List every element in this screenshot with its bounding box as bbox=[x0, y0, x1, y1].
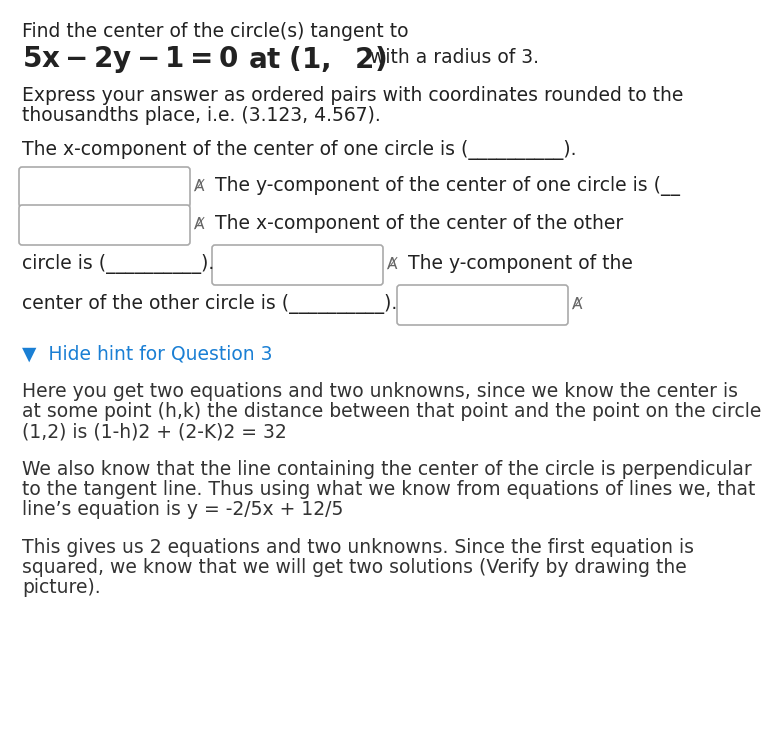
Text: A̸: A̸ bbox=[573, 296, 584, 311]
Text: The y-component of the center of one circle is (__: The y-component of the center of one cir… bbox=[215, 176, 680, 196]
Text: The x-component of the center of the other: The x-component of the center of the oth… bbox=[215, 214, 623, 233]
FancyBboxPatch shape bbox=[397, 285, 568, 325]
Text: A̸: A̸ bbox=[195, 216, 206, 231]
Text: thousandths place, i.e. (3.123, 4.567).: thousandths place, i.e. (3.123, 4.567). bbox=[22, 106, 381, 125]
Text: $\mathbf{5x - 2y - 1 = 0}$: $\mathbf{5x - 2y - 1 = 0}$ bbox=[22, 44, 238, 75]
Text: (1,2) is (1-h)2 + (2-K)2 = 32: (1,2) is (1-h)2 + (2-K)2 = 32 bbox=[22, 422, 287, 441]
Text: Here you get two equations and two unknowns, since we know the center is: Here you get two equations and two unkno… bbox=[22, 382, 738, 401]
Text: Express your answer as ordered pairs with coordinates rounded to the: Express your answer as ordered pairs wit… bbox=[22, 86, 684, 105]
Text: picture).: picture). bbox=[22, 578, 101, 597]
FancyBboxPatch shape bbox=[19, 167, 190, 207]
Text: with a radius of 3.: with a radius of 3. bbox=[370, 48, 539, 67]
Text: A̸: A̸ bbox=[195, 178, 206, 193]
Text: center of the other circle is (__________).: center of the other circle is (_________… bbox=[22, 294, 404, 314]
Text: $\mathit{\mathbf{at}}$ $\mathbf{(1,\ \ 2)}$: $\mathit{\mathbf{at}}$ $\mathbf{(1,\ \ 2… bbox=[248, 44, 386, 74]
FancyBboxPatch shape bbox=[19, 205, 190, 245]
Text: to the tangent line. Thus using what we know from equations of lines we, that: to the tangent line. Thus using what we … bbox=[22, 480, 755, 499]
Text: A̸: A̸ bbox=[388, 256, 398, 271]
Text: circle is (__________).: circle is (__________). bbox=[22, 254, 220, 274]
Text: The y-component of the: The y-component of the bbox=[408, 254, 633, 273]
Text: This gives us 2 equations and two unknowns. Since the first equation is: This gives us 2 equations and two unknow… bbox=[22, 538, 694, 557]
Text: The x-component of the center of one circle is (__________).: The x-component of the center of one cir… bbox=[22, 140, 588, 160]
Text: ▼  Hide hint for Question 3: ▼ Hide hint for Question 3 bbox=[22, 344, 272, 363]
Text: We also know that the line containing the center of the circle is perpendicular: We also know that the line containing th… bbox=[22, 460, 752, 479]
Text: Find the center of the circle(s) tangent to: Find the center of the circle(s) tangent… bbox=[22, 22, 408, 41]
Text: at some point (h,k) the distance between that point and the point on the circle: at some point (h,k) the distance between… bbox=[22, 402, 761, 421]
Text: squared, we know that we will get two solutions (Verify by drawing the: squared, we know that we will get two so… bbox=[22, 558, 687, 577]
FancyBboxPatch shape bbox=[212, 245, 383, 285]
Text: line’s equation is y = -2/5x + 12/5: line’s equation is y = -2/5x + 12/5 bbox=[22, 500, 343, 519]
